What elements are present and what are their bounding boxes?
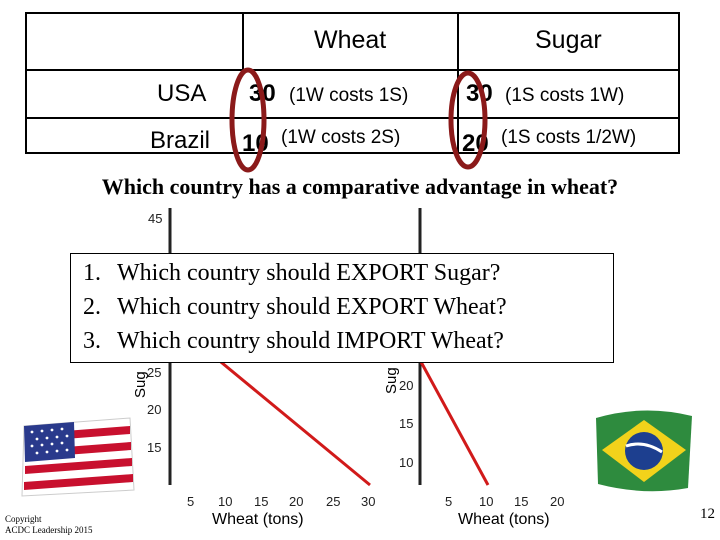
usa-x-tick: 30 (361, 494, 376, 509)
usa-wheat-note: (1W costs 1S) (289, 85, 409, 106)
table-divider (242, 14, 244, 69)
usa-x-tick: 10 (218, 494, 233, 509)
header-wheat: Wheat (314, 26, 387, 54)
row-country-usa: USA (157, 80, 207, 107)
table-divider (27, 117, 678, 119)
brazil-y-tick: 15 (399, 416, 414, 431)
main-question: Which country has a comparative advantag… (101, 174, 619, 199)
popup-question-number: 1. (83, 260, 101, 286)
questions-popup: 1. Which country should EXPORT Sugar? 2. W… (70, 253, 614, 363)
copyright-footer: Copyright ACDC Leadership 2015 (5, 514, 93, 536)
brazil-ppf-line (418, 359, 490, 486)
usa-x-tick: 15 (254, 494, 269, 509)
popup-question-3: 3. Which country should IMPORT Wheat? (83, 328, 504, 355)
usa-x-tick: 25 (326, 494, 341, 509)
popup-question-text: Which country should EXPORT Wheat? (117, 294, 507, 320)
brazil-x-tick: 10 (479, 494, 494, 509)
brazil-flag-icon (596, 410, 692, 492)
row-country-brazil: Brazil (150, 127, 211, 154)
popup-question-number: 3. (83, 328, 101, 354)
brazil-x-tick: 20 (550, 494, 565, 509)
table-divider (27, 69, 678, 71)
brazil-y-tick: 10 (399, 455, 414, 470)
brazil-x-axis-label: Wheat (tons) (458, 511, 550, 528)
usa-y-tick: 45 (148, 211, 163, 226)
copyright-line: ACDC Leadership 2015 (5, 525, 93, 535)
brazil-x-tick: 15 (514, 494, 529, 509)
popup-question-text: Which country should EXPORT Sugar? (117, 260, 501, 286)
popup-question-number: 2. (83, 294, 101, 320)
usa-x-axis-label: Wheat (tons) (212, 511, 304, 528)
popup-question-text: Which country should IMPORT Wheat? (117, 328, 504, 354)
copyright-line: Copyright (5, 514, 42, 524)
brazil-sugar-note: (1S costs 1/2W) (501, 127, 637, 148)
brazil-y-axis-label: Sug (383, 367, 400, 394)
usa-y-tick: 20 (147, 402, 162, 417)
brazil-wheat-note: (1W costs 2S) (281, 127, 401, 148)
usa-y-tick: 15 (147, 440, 162, 455)
highlight-circles (229, 67, 488, 173)
usa-sugar-note: (1S costs 1W) (505, 85, 625, 106)
usa-x-tick: 20 (289, 494, 304, 509)
popup-question-2: 2. Which country should EXPORT Wheat? (83, 294, 507, 321)
usa-y-tick: 25 (147, 365, 162, 380)
brazil-x-tick: 5 (445, 494, 453, 509)
header-sugar: Sugar (535, 26, 602, 54)
popup-question-1: 1. Which country should EXPORT Sugar? (83, 260, 500, 287)
usa-flag-icon (21, 417, 135, 497)
brazil-y-tick: 20 (399, 378, 414, 393)
sugar-highlight-circle (448, 70, 488, 170)
usa-y-axis-label: Sug (132, 371, 149, 398)
usa-x-tick: 5 (187, 494, 195, 509)
slide-number: 12 (700, 506, 715, 522)
wheat-highlight-circle (229, 67, 267, 173)
